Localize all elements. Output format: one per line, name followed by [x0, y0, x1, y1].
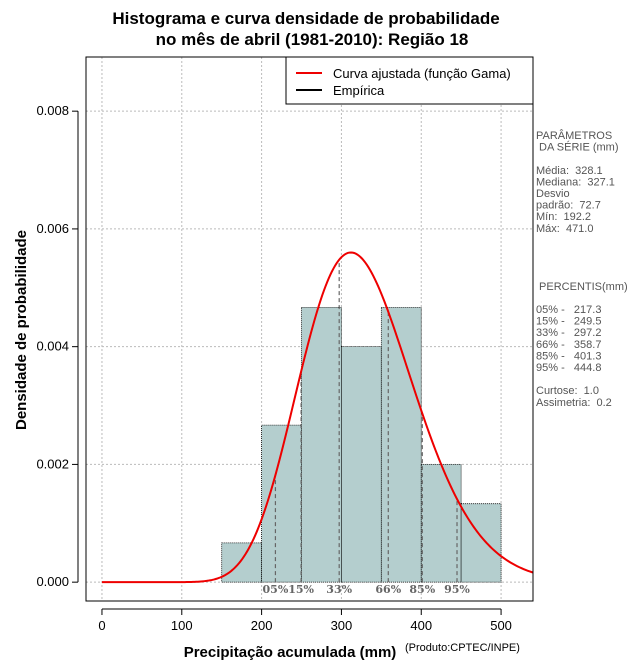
stats-line-0: PARÂMETROS	[536, 129, 612, 142]
stats-line-13: PERCENTIS(mm)	[536, 281, 628, 293]
stats-line-17: 33% - 297.2	[536, 327, 601, 339]
y-tick-label-1: 0.002	[36, 456, 69, 471]
product-credit: (Produto:CPTEC/INPE)	[405, 642, 520, 654]
axes: 0 100 200 300 400 500 0.000 0.002 0.004 0.006 0.00…	[36, 103, 511, 633]
legend-label-empirical: Empírica	[333, 83, 385, 98]
percentile-label-15pct: 15%	[288, 583, 314, 596]
percentile-label-66pct: 66%	[375, 583, 401, 596]
y-axis-label: Densidade de probabilidade	[13, 230, 30, 430]
x-axis-label: Precipitação acumulada (mm)	[184, 644, 397, 660]
x-tick-label-500: 500	[490, 618, 512, 633]
chart-title-line-2: no mês de abril (1981-2010): Região 18	[156, 30, 469, 49]
percentile-label-33pct: 33%	[326, 583, 352, 596]
y-tick-label-3: 0.006	[36, 221, 69, 236]
histogram-bar-300-350	[341, 346, 382, 583]
legend-box	[285, 56, 534, 105]
stats-line-7: Mín: 192.2	[536, 211, 591, 223]
percentile-label-95pct: 95%	[444, 583, 470, 596]
stats-line-3: Média: 328.1	[536, 165, 603, 177]
stats-line-6: padrão: 72.7	[536, 200, 601, 212]
stats-line-8: Máx: 471.0	[536, 223, 593, 235]
legend: Curva ajustada (função Gama) Empírica	[285, 56, 534, 105]
percentile-lines	[274, 259, 458, 583]
x-tick-label-100: 100	[171, 618, 193, 633]
histogram-bar-150-200	[221, 542, 263, 583]
stats-line-18: 66% - 358.7	[536, 339, 601, 351]
stats-line-5: Desvio	[536, 188, 570, 200]
stats-line-20: 95% - 444.8	[536, 362, 601, 374]
percentile-label-85pct: 85%	[409, 583, 435, 596]
y-tick-label-0: 0.000	[36, 574, 69, 589]
y-tick-label-2: 0.004	[36, 339, 69, 354]
stats-line-4: Mediana: 327.1	[536, 176, 615, 188]
stats-line-16: 15% - 249.5	[536, 316, 601, 328]
series-stats-panel: PARÂMETROS DA SÉRIE (mm) Média: 328.1Medi…	[536, 129, 628, 409]
histogram-bar-250-300	[301, 306, 342, 583]
x-tick-label-300: 300	[331, 618, 353, 633]
stats-line-23: Assimetria: 0.2	[536, 397, 612, 409]
stats-line-15: 05% - 217.3	[536, 304, 601, 316]
x-tick-label-0: 0	[98, 618, 105, 633]
percentile-label-05pct: 05%	[263, 583, 289, 596]
gamma-curve-layer	[101, 251, 534, 584]
legend-label-curve: Curva ajustada (função Gama)	[333, 66, 511, 81]
percentile-labels: 05% 15% 33% 66% 85% 95%	[263, 583, 471, 596]
histogram-bar-400-450	[420, 464, 462, 583]
chart-title-line-1: Histograma e curva densidade de probabil…	[112, 9, 499, 28]
y-tick-label-4: 0.008	[36, 103, 69, 118]
stats-line-1: DA SÉRIE (mm)	[536, 141, 619, 154]
gamma-fit-curve	[101, 251, 534, 584]
stats-line-22: Curtose: 1.0	[536, 385, 599, 397]
x-tick-label-400: 400	[410, 618, 432, 633]
x-tick-label-200: 200	[251, 618, 273, 633]
stats-line-19: 85% - 401.3	[536, 350, 601, 362]
